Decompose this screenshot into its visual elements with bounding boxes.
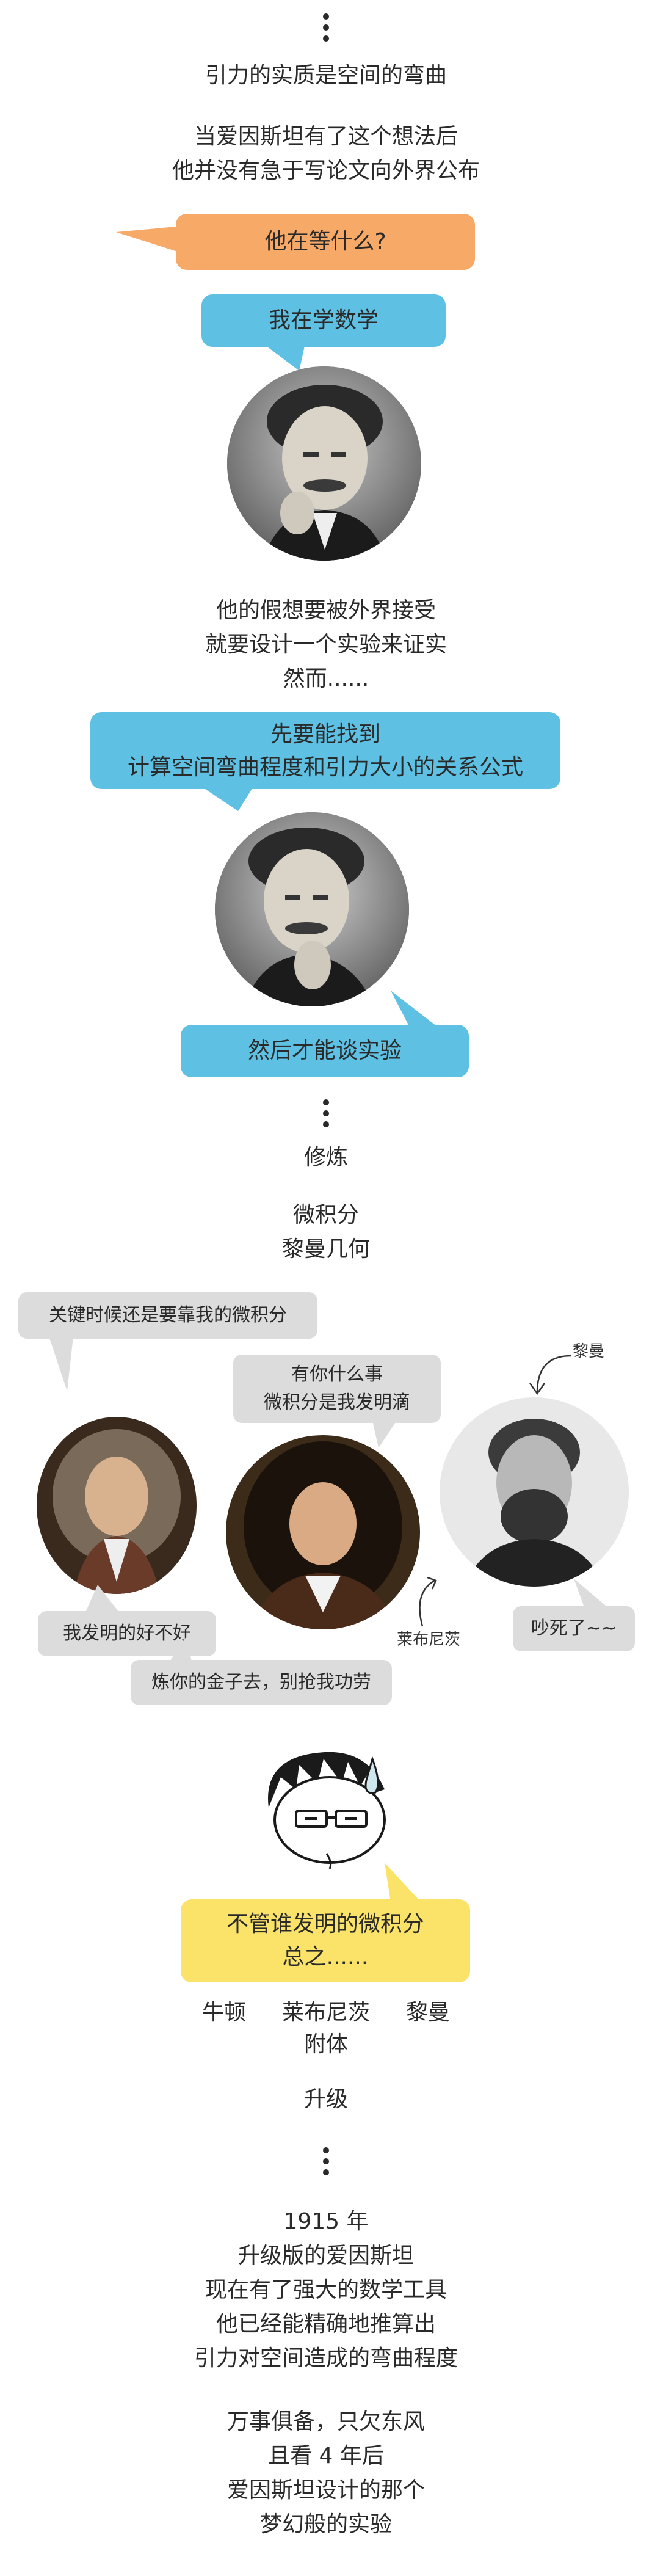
arrow-icon [419,1576,437,1627]
bubble-tail [263,343,305,371]
einstein-portrait-2 [215,812,409,1006]
bubble-tail [574,1579,614,1612]
ending-line-6: 万事俱备，只欠东风 [226,2409,425,2434]
names-row: 牛顿 莱布尼茨 黎曼 [0,1996,652,2030]
study-item-2: 黎曼几何 [281,1237,370,1262]
study-item-1: 微积分 [292,1202,359,1228]
then-bubble: 然后才能谈实验 [181,1025,469,1077]
leibniz-top-line-1: 有你什么事 [291,1364,383,1385]
intro-line-1: 引力的实质是空间的弯曲 [205,63,447,88]
ending-line-4: 他已经能精确地推算出 [216,2312,436,2337]
leibniz-bottom-bubble: 炼你的金子去，别抢我功劳 [131,1660,392,1705]
arrow-icon [529,1355,571,1395]
hypothesis-line-1: 他的假想要被外界接受 [216,598,436,623]
vertical-ellipsis [317,2147,335,2180]
bubble-tail [116,226,183,253]
bubble-tail [391,991,436,1026]
bubble-tail [49,1336,73,1391]
conclusion-line-1: 不管谁发明的微积分 [226,1912,424,1937]
leibniz-top-bubble: 有你什么事 微积分是我发明滴 [233,1355,441,1423]
conclusion-bubble: 不管谁发明的微积分 总之...... [181,1899,470,1982]
vertical-ellipsis [317,1099,335,1132]
conclusion-line-2: 总之...... [282,1945,369,1970]
riemann-bottom-bubble: 吵死了~~ [513,1606,635,1651]
bubble-tail [372,1421,397,1448]
newton-portrait [37,1417,197,1594]
learning-bubble: 我在学数学 [201,294,446,347]
ending-line-3: 现在有了强大的数学工具 [205,2277,447,2302]
newton-bottom-bubble: 我发明的好不好 [38,1611,216,1656]
bubble-tail [201,787,253,811]
bubble-tail [385,1863,421,1902]
riemann-label: 黎曼 [573,1342,605,1361]
ending-line-1: 1915 年 [283,2209,369,2234]
ending-line-5: 引力对空间造成的弯曲程度 [194,2346,458,2371]
formula-line-1: 先要能找到 [270,722,380,747]
hypothesis-line-3: 然而...... [283,666,369,691]
leibniz-top-line-2: 微积分是我发明滴 [264,1392,410,1413]
leibniz-portrait [226,1435,420,1629]
intro-line-3: 他并没有急于写论文向外界公布 [172,158,480,183]
newton-top-bubble: 关键时候还是要靠我的微积分 [18,1292,317,1339]
formula-bubble: 先要能找到 计算空间弯曲程度和引力大小的关系公式 [90,712,560,789]
waiting-bubble: 他在等什么? [176,214,475,270]
riemann-portrait [440,1397,629,1587]
intro-line-2: 当爱因斯坦有了这个想法后 [194,124,458,149]
name-leibniz: 莱布尼茨 [281,2000,370,2025]
name-riemann: 黎曼 [405,2000,450,2025]
narrator-cartoon [268,1752,386,1869]
ending-line-7: 且看 4 年后 [268,2443,384,2469]
study-title: 修炼 [303,1145,348,1170]
hypothesis-line-2: 就要设计一个实验来证实 [205,632,447,657]
ending-line-8: 爱因斯坦设计的那个 [226,2478,425,2503]
upgrade-text: 升级 [303,2087,348,2112]
ending-line-2: 升级版的爱因斯坦 [237,2243,414,2268]
vertical-ellipsis [317,13,335,46]
einstein-portrait [227,366,421,561]
ending-line-9: 梦幻般的实验 [259,2512,392,2537]
attached-text: 附体 [303,2032,348,2057]
bubble-tail [85,1585,119,1612]
formula-line-2: 计算空间弯曲程度和引力大小的关系公式 [127,755,523,780]
leibniz-label: 莱布尼茨 [397,1631,461,1649]
bubble-tail [168,1637,192,1664]
name-newton: 牛顿 [202,2000,247,2025]
